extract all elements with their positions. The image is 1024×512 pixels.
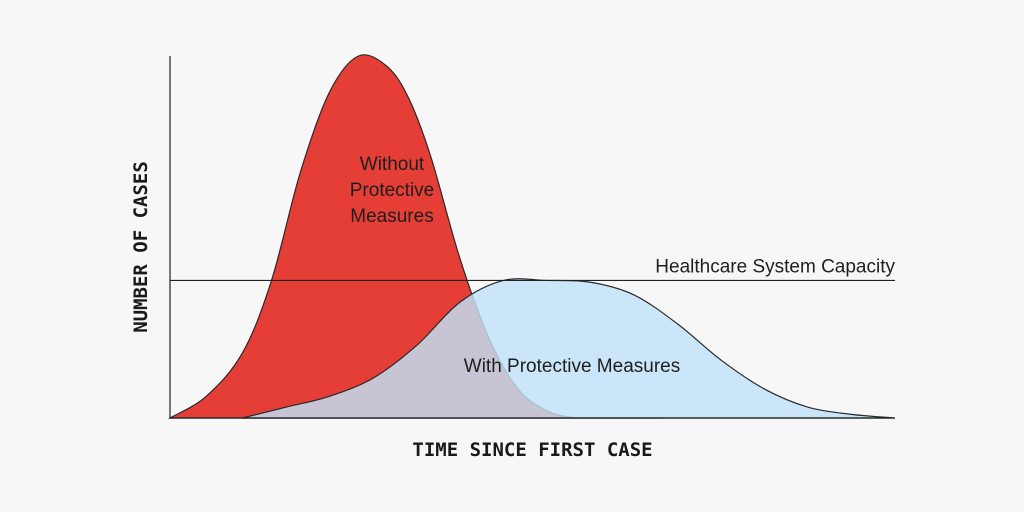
series-label-line: Measures [350, 206, 433, 227]
series-label-with: With Protective Measures [464, 356, 680, 377]
series-label-line: Without [360, 154, 425, 175]
capacity-label: Healthcare System Capacity [655, 256, 895, 277]
x-axis-label: TIME SINCE FIRST CASE [412, 439, 652, 461]
series-label-without: Without Protective Measures [350, 154, 434, 227]
y-axis-label: NUMBER OF CASES [130, 161, 152, 333]
series-label-line: Protective [350, 180, 434, 201]
